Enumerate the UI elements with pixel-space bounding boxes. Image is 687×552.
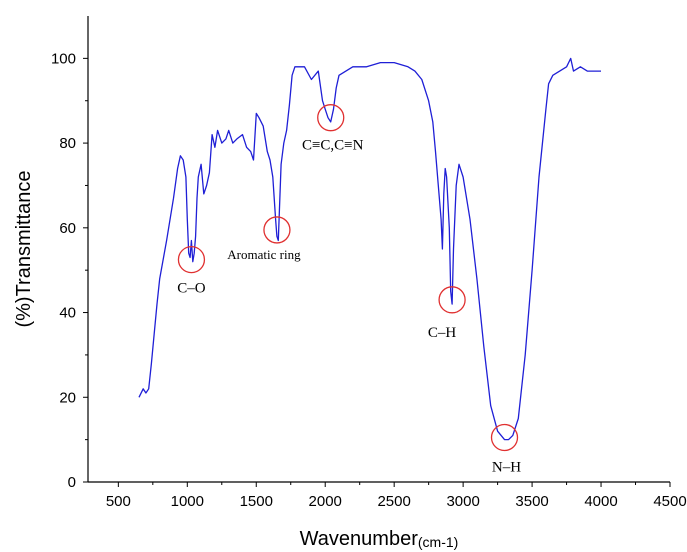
peak-marker-circle bbox=[177, 245, 206, 274]
y-tick-label: 80 bbox=[59, 135, 76, 152]
peak-annotation-label: Aromatic ring bbox=[227, 247, 301, 262]
x-tick-label: 4000 bbox=[584, 493, 617, 510]
x-tick-label: 3000 bbox=[446, 493, 479, 510]
y-tick-label: 40 bbox=[59, 305, 76, 322]
peak-marker-circle bbox=[263, 216, 291, 244]
peak-marker-circle bbox=[490, 423, 519, 452]
x-tick-label: 3500 bbox=[515, 493, 548, 510]
y-tick-label: 20 bbox=[59, 389, 76, 406]
y-tick-label: 60 bbox=[59, 220, 76, 237]
y-tick-label: 0 bbox=[68, 474, 76, 491]
axis-titles: Wavenumber(cm-1) (%)Transmittance bbox=[13, 170, 458, 550]
x-tick-label: 2000 bbox=[309, 493, 342, 510]
ticks: 500 1000 1500 2000 2500 3000 3500 4000 4500 0 20 40… bbox=[51, 50, 687, 510]
x-tick-label: 2500 bbox=[377, 493, 410, 510]
x-tick-label: 1500 bbox=[240, 493, 273, 510]
axes bbox=[87, 16, 670, 483]
x-tick-label: 1000 bbox=[171, 493, 204, 510]
spectrum-line bbox=[138, 57, 601, 441]
peak-annotation-label: C≡C,C≡N bbox=[302, 138, 364, 154]
peak-marker-circle bbox=[438, 286, 466, 314]
peak-marker-circle bbox=[317, 104, 345, 132]
x-tick-label: 500 bbox=[106, 493, 131, 510]
y-tick-label: 100 bbox=[51, 50, 76, 67]
annotations: C–O Aromatic ring C≡C,C≡N C–H N–H bbox=[177, 104, 521, 476]
peak-annotation-label: N–H bbox=[492, 460, 521, 476]
x-axis-title: Wavenumber(cm-1) bbox=[300, 528, 459, 550]
peak-annotation-label: C–O bbox=[177, 281, 206, 297]
x-axis-unit: (cm-1) bbox=[418, 534, 458, 550]
x-tick-label: 4500 bbox=[653, 493, 686, 510]
peak-annotation-label: C–H bbox=[428, 325, 457, 341]
series bbox=[138, 57, 601, 441]
y-axis-title: (%)Transmittance bbox=[13, 170, 35, 327]
x-axis-label: Wavenumber bbox=[300, 528, 419, 550]
